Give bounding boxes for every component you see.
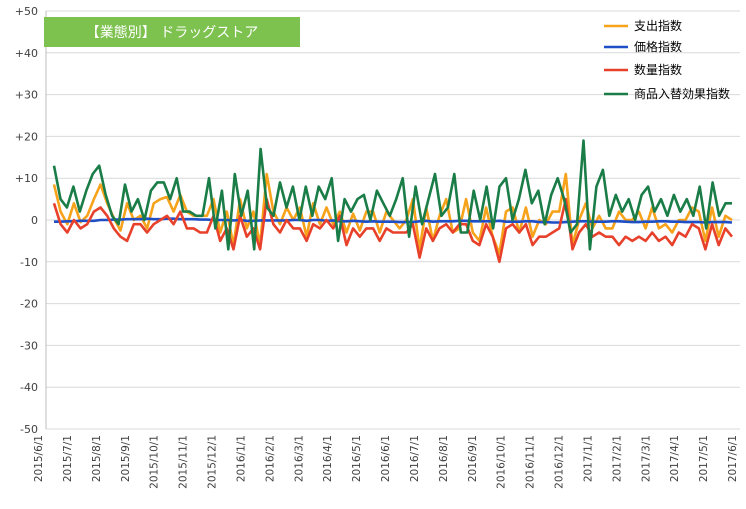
x-tick-label: 2015/10/1 (149, 435, 161, 489)
legend-label: 支出指数 (634, 18, 682, 33)
x-tick-label: 2016/4/1 (322, 435, 334, 482)
x-tick-label: 2016/1/1 (235, 435, 247, 482)
x-tick-label: 2017/3/1 (640, 435, 652, 482)
series-line-1 (52, 172, 733, 255)
x-tick-label: 2017/4/1 (669, 435, 681, 482)
x-tick-label: 2016/12/1 (554, 435, 566, 489)
y-tick-label: -40 (20, 381, 38, 394)
x-tick-label: 2015/6/1 (33, 435, 45, 482)
legend-label: 数量指数 (634, 62, 682, 77)
y-tick-label: -10 (20, 256, 38, 269)
x-tick-label: 2016/10/1 (496, 435, 508, 489)
y-tick-label: +20 (15, 130, 38, 143)
x-tick-label: 2016/2/1 (264, 435, 276, 482)
series-lines (52, 139, 734, 264)
series-line-4 (52, 139, 732, 251)
x-tick-label: 2017/2/1 (611, 435, 623, 482)
x-tick-label: 2016/9/1 (467, 435, 479, 482)
legend-label: 商品入替効果指数 (634, 86, 730, 101)
x-tick-label: 2015/9/1 (120, 435, 132, 482)
chart-title: 【業態別】 ドラッグストア (86, 25, 258, 41)
x-tick-label: 2015/12/1 (207, 435, 219, 489)
x-tick-label: 2017/6/1 (727, 435, 739, 482)
title-background (44, 17, 300, 47)
chart-title-box: 【業態別】 ドラッグストア (44, 17, 300, 47)
x-tick-label: 2015/8/1 (91, 435, 103, 482)
x-tick-label: 2016/3/1 (293, 435, 305, 482)
x-tick-label: 2016/5/1 (351, 435, 363, 482)
legend-label: 価格指数 (634, 39, 682, 54)
x-tick-label: 2016/11/1 (525, 435, 537, 489)
y-tick-label: +50 (15, 5, 38, 18)
y-tick-label: +40 (15, 47, 38, 60)
x-tick-label: 2017/1/1 (582, 435, 594, 482)
x-tick-label: 2015/7/1 (62, 435, 74, 482)
x-tick-label: 2015/11/1 (178, 435, 190, 489)
x-tick-label: 2016/8/1 (438, 435, 450, 482)
y-tick-label: -30 (20, 339, 38, 352)
y-tick-label: 0 (31, 214, 38, 227)
y-axis-ticks: +50 +40 +30 +20 +10 0 -10 -20 -30 -40 -50 (15, 5, 38, 436)
series-line-2 (54, 217, 733, 224)
y-tick-label: -20 (20, 298, 38, 311)
x-tick-label: 2016/6/1 (380, 435, 392, 482)
y-tick-label: -50 (20, 423, 38, 436)
y-tick-label: +10 (15, 172, 38, 185)
y-tick-label: +30 (15, 89, 38, 102)
series-line-3 (52, 197, 734, 264)
x-tick-label: 2016/7/1 (409, 435, 421, 482)
x-tick-label: 2017/5/1 (698, 435, 710, 482)
x-axis-ticks: 2015/6/1 2015/7/1 2015/8/1 2015/9/1 2015/10/… (33, 435, 739, 489)
